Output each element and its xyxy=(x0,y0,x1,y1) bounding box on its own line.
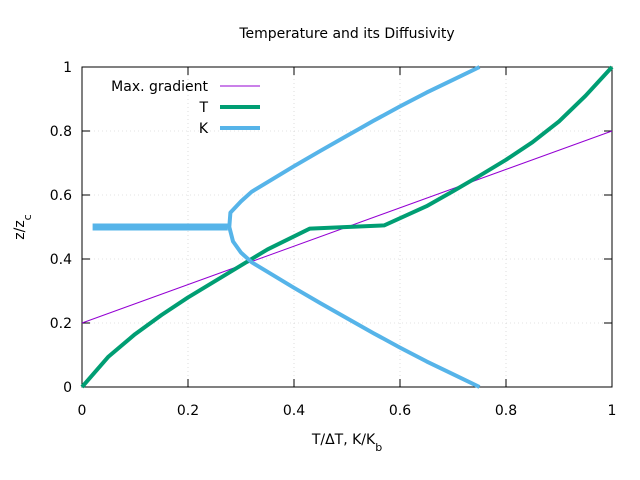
y-axis-label-sub: c xyxy=(21,214,34,220)
legend-label: K xyxy=(199,121,209,137)
x-tick-label: 1 xyxy=(608,403,617,419)
legend-label: Max. gradient xyxy=(111,79,208,95)
legend: Max. gradient TK xyxy=(111,79,260,137)
y-axis-label: z/zc xyxy=(12,214,34,239)
x-tick-label: 0.8 xyxy=(495,403,517,419)
chart-title: Temperature and its Diffusivity xyxy=(238,26,454,42)
series-line-k xyxy=(227,65,481,389)
x-axis-label-main: T/ΔT, K/K xyxy=(311,432,376,448)
y-tick-label: 0.2 xyxy=(50,316,72,332)
y-tick-label: 0.4 xyxy=(50,252,72,268)
series-line-t xyxy=(80,65,614,389)
y-tick-label: 0.8 xyxy=(50,124,72,140)
y-tick-label: 0 xyxy=(63,380,72,396)
x-axis-label: T/ΔT, K/Kb xyxy=(311,432,382,454)
x-tick-label: 0.2 xyxy=(177,403,199,419)
plot-frame xyxy=(81,66,613,388)
x-axis-label-sub: b xyxy=(375,441,382,454)
ticks: 0 0.2 0.4 0.6 0.8 1 0 0.2 0.4 0.6 0.8 1 xyxy=(50,60,617,419)
x-tick-label: 0 xyxy=(78,403,87,419)
y-tick-label: 0.6 xyxy=(50,188,72,204)
y-axis-label-main: z/z xyxy=(12,220,28,239)
x-tick-label: 0.6 xyxy=(389,403,411,419)
series xyxy=(80,65,614,389)
legend-label: T xyxy=(198,100,208,116)
x-tick-label: 0.4 xyxy=(283,403,305,419)
y-tick-label: 1 xyxy=(63,60,72,76)
